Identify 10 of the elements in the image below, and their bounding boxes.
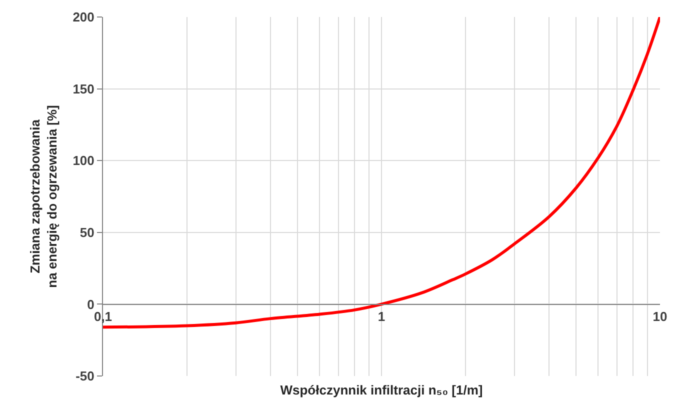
y-tick-label: -50 xyxy=(76,368,94,384)
y-tick-label: 100 xyxy=(72,153,94,168)
x-axis-title: Współczynnik infiltracji n₅₀ [1/m] xyxy=(280,382,483,398)
y-tick-label: 50 xyxy=(80,224,94,240)
y-tick-label: 0 xyxy=(87,296,94,312)
x-tick-label: 10 xyxy=(652,308,668,324)
y-axis-title: Zmiana zapotrzebowania na energię do ogrzewania [%] xyxy=(28,105,60,288)
y-tick-label: 200 xyxy=(72,10,94,25)
y-tick-label: 150 xyxy=(72,81,94,96)
x-tick-label: 1 xyxy=(378,308,386,324)
